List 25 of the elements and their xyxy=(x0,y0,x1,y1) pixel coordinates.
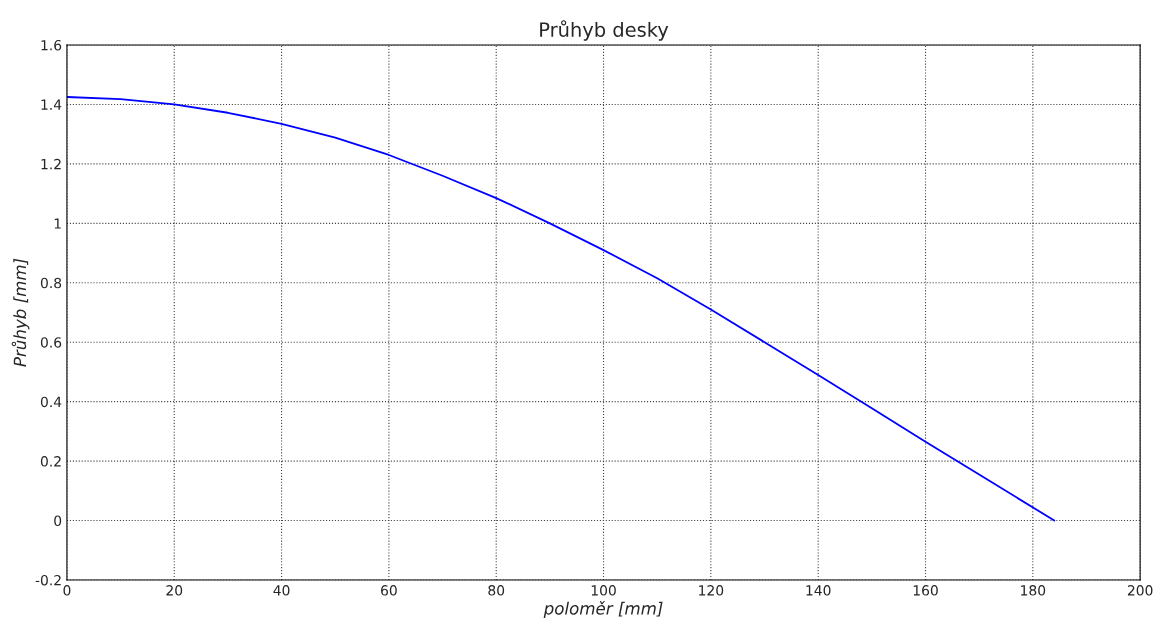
y-tick-label: 1 xyxy=(54,218,61,229)
x-axis-title: poloměr [mm] xyxy=(543,601,663,618)
x-tick-label: 160 xyxy=(913,585,938,596)
y-tick-label: -0.2 xyxy=(35,574,61,586)
y-tick-label: 0.4 xyxy=(40,396,62,408)
y-tick-label: 1.6 xyxy=(41,39,62,51)
y-tick-label: 0.6 xyxy=(40,337,62,348)
x-tick-label: 180 xyxy=(1021,585,1046,596)
y-tick-label: 1.4 xyxy=(41,99,62,110)
x-tick-label: 120 xyxy=(699,585,724,596)
y-tick-label: 0.2 xyxy=(40,456,61,467)
x-tick-label: 100 xyxy=(591,585,616,596)
x-tick-label: 0 xyxy=(63,585,71,596)
x-tick-label: 80 xyxy=(488,585,505,596)
y-tick-label: 0.8 xyxy=(40,277,62,289)
x-tick-label: 140 xyxy=(806,585,831,596)
y-tick-label: 1.2 xyxy=(41,158,61,170)
x-tick-label: 60 xyxy=(381,585,397,596)
x-tick-label: 40 xyxy=(273,585,290,596)
x-tick-label: 200 xyxy=(1127,585,1153,596)
chart-title: Průhyb desky xyxy=(540,20,669,41)
y-tick-label: 0 xyxy=(54,515,62,527)
line-series xyxy=(66,96,1056,522)
x-tick-label: 20 xyxy=(166,585,183,596)
y-axis-title: Průhyb [mm] xyxy=(11,258,30,367)
